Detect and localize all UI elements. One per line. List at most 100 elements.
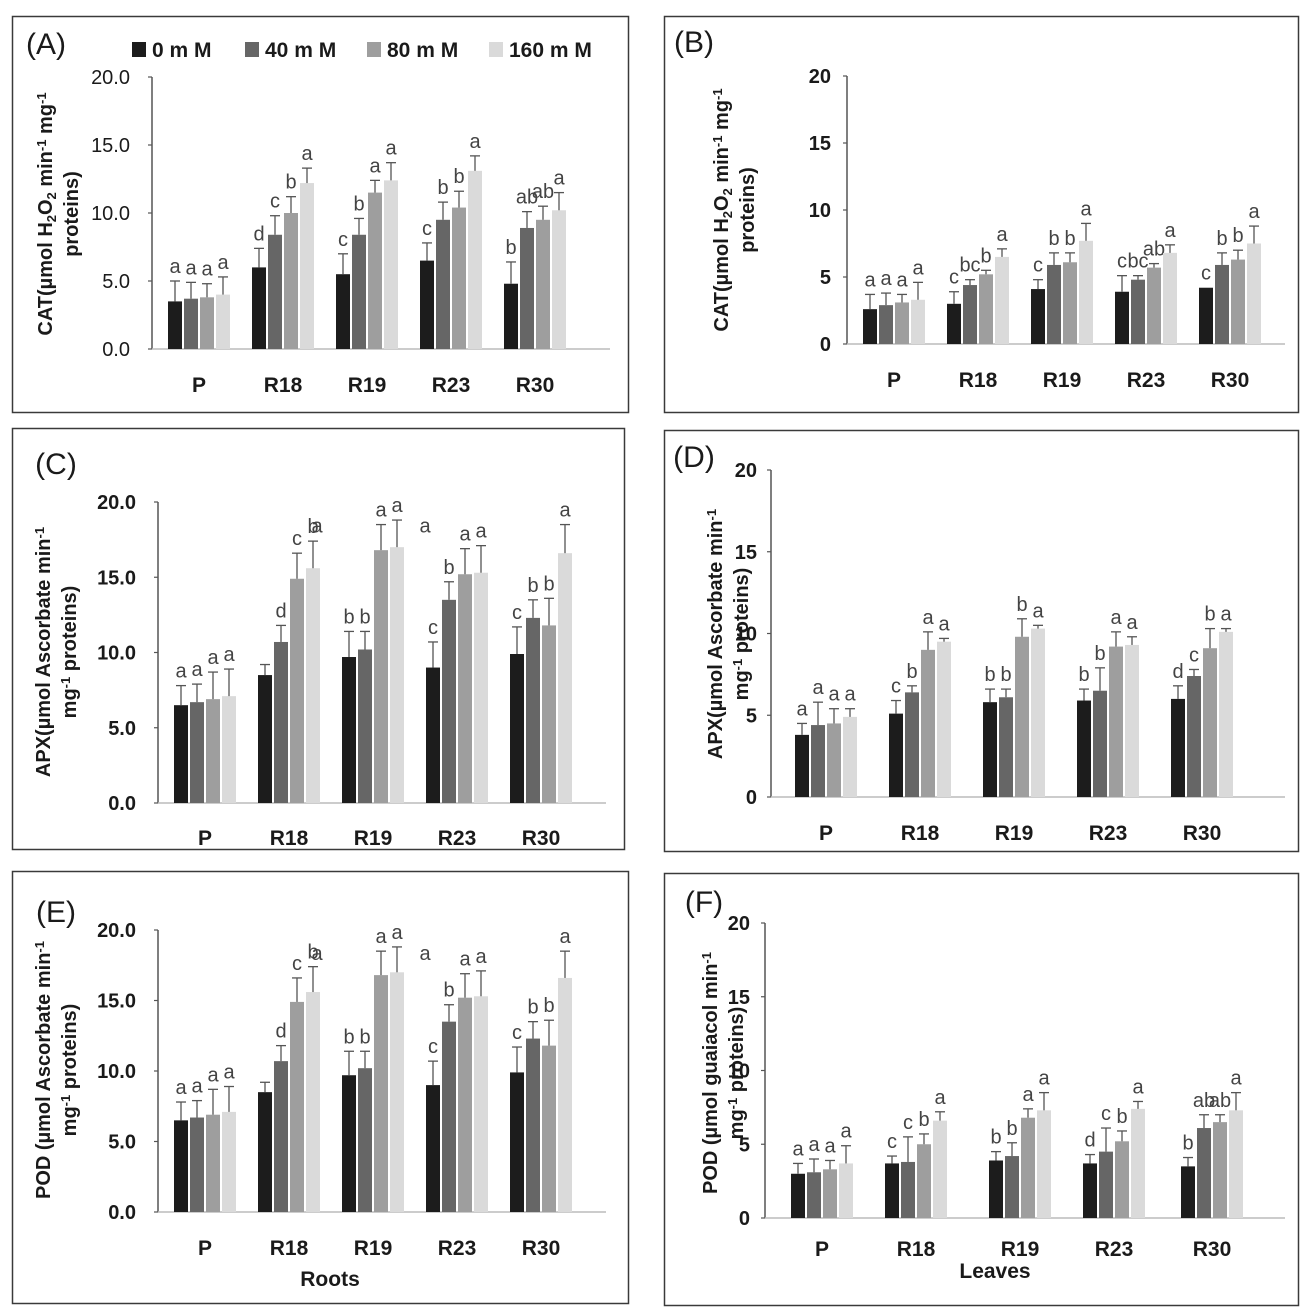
panel-a-bar-r18-2 [284,213,298,349]
panel-e-label: (E) [36,896,76,929]
panel-e-bar-r23-3 [474,996,488,1212]
panel-b-y-tick-label: 20 [809,66,831,88]
legend-swatch-2 [367,42,381,57]
panel-a-y-axis-title: CAT(µmol H2O2 min-1 mg-1proteins) [34,92,83,335]
panel-e-significance-letter: a [311,943,323,965]
panel-c-y-tick-label: 10.0 [97,643,136,665]
panel-b-bar-r23-1 [1131,279,1145,344]
panel-c-bar-r18-3 [306,568,320,803]
panel-d-bar-r23-0 [1077,700,1091,797]
panel-f-significance-letter: b [1006,1118,1017,1140]
legend-label-3: 160 m M [509,39,592,62]
panel-d-bar-p-2 [827,723,841,797]
panel-d-bar-r30-1 [1187,676,1201,797]
panel-f-significance-letter: b [990,1127,1001,1149]
panel-f-bar-r19-2 [1021,1117,1035,1218]
panel-c-bar-r30-2 [542,625,556,803]
panel-a-x-tick-label: R18 [264,374,303,397]
panel-b-bar-p-1 [879,305,893,344]
panel-e-significance-letter: b [527,997,538,1019]
panel-f-significance-letter: a [934,1087,946,1109]
panel-c-bar-r18-0 [258,675,272,803]
panel-f-bar-r30-0 [1181,1166,1195,1218]
panel-d-bar-r30-0 [1171,698,1185,797]
panel-a-significance-letter: b [453,166,464,188]
panel-e-bar-r19-0 [342,1075,356,1212]
panel-a-bar-p-0 [168,301,182,349]
panel-e-x-tick-label: R30 [522,1237,561,1260]
panel-d-bar-p-1 [811,725,825,797]
panel-f-bar-r23-3 [1131,1108,1145,1218]
panel-b-frame [663,15,1300,414]
panel-b-bar-r18-2 [979,274,993,344]
panel-b-x-tick-label: R18 [959,369,998,392]
panel-b-significance-letter: ab [1143,239,1165,261]
panel-f-bar-p-1 [807,1172,821,1218]
panel-d-y-tick-label: 0 [746,787,757,809]
panel-e-significance-letter: a [223,1062,235,1084]
panel-f-significance-letter: d [1084,1130,1095,1152]
panel-c-label: (C) [35,448,77,481]
panel-e-bar-p-0 [174,1120,188,1212]
panel-e-y-tick-label: 10.0 [97,1061,136,1083]
panel-b-bar-r23-0 [1115,291,1129,344]
legend-label-0: 0 m M [152,39,212,62]
panel-e-significance-letter: b [343,1026,354,1048]
panel-e-significance-letter: a [191,1076,203,1098]
panel-f-y-tick-label: 0 [739,1208,750,1230]
panel-c-significance-letter: a [223,644,235,666]
panel-c-bar-r30-1 [526,617,540,803]
panel-d-x-tick-label: R23 [1089,822,1128,845]
panel-f-significance-letter: a [1022,1084,1034,1106]
panel-c-significance-letter: a [207,647,219,669]
panel-a-y-tick-label: 10.0 [91,203,130,225]
panel-a-y-tick-label: 20.0 [91,67,130,89]
panel-c-y-axis-title: APX(µmol Ascorbate min-1mg-1 proteins) [32,527,81,777]
panel-a-x-tick-label: P [192,374,206,397]
panel-a-bar-r23-3 [468,170,482,349]
panel-c-significance-letter: a [391,495,403,517]
panel-e-bar-r23-2 [458,997,472,1212]
panel-e-significance-letter: b [307,942,318,964]
panel-c-significance-letter: a [191,659,203,681]
panel-a-bar-r23-0 [420,260,434,349]
panel-b-y-tick-label: 15 [809,133,831,155]
panel-d-y-tick-label: 10 [735,624,757,646]
panel-e-bar-r23-0 [426,1085,440,1212]
panel-b-significance-letter: c [1201,263,1211,285]
panel-a-significance-letter: b [353,193,364,215]
panel-c-bar-r19-3 [390,547,404,803]
panel-b-bar-r18-0 [947,303,961,344]
panel-a-significance-letter: a [385,138,397,160]
panel-e-y-tick-label: 0.0 [108,1202,136,1224]
panel-f-y-tick-label: 5 [739,1134,750,1156]
panel-d-significance-letter: a [844,684,856,706]
panel-d-significance-letter: b [1204,604,1215,626]
panel-d-significance-letter: a [1126,612,1138,634]
panel-e-x-axis-title: Roots [300,1268,360,1291]
panel-e-bar-r19-2 [374,975,388,1212]
panel-e-significance-letter: d [275,1021,286,1043]
panel-e-x-tick-label: R19 [354,1237,393,1260]
panel-b-significance-letter: bc [959,255,980,277]
panel-c-significance-letter: b [307,516,318,538]
panel-b-significance-letter: a [1248,201,1260,223]
panel-f-significance-letter: a [1038,1068,1050,1090]
panel-d-x-tick-label: R30 [1183,822,1222,845]
panel-f-bar-r19-1 [1005,1156,1019,1218]
panel-b-x-tick-label: R23 [1127,369,1166,392]
panel-a-significance-letter: c [270,191,280,213]
panel-d-significance-letter: a [922,607,934,629]
panel-d-bar-r18-3 [937,641,951,797]
panel-d-bar-r18-1 [905,692,919,797]
panel-c-significance-letter: b [527,575,538,597]
panel-d-frame [663,429,1300,853]
panel-d-bar-r23-2 [1109,646,1123,797]
legend-swatch-0 [132,42,146,57]
panel-c-significance-letter: c [428,617,438,639]
panel-e-bar-r30-1 [526,1038,540,1212]
panel-f-significance-letter: c [887,1131,897,1153]
panel-d-bar-r30-2 [1203,648,1217,797]
panel-c-significance-letter: a [311,516,323,538]
